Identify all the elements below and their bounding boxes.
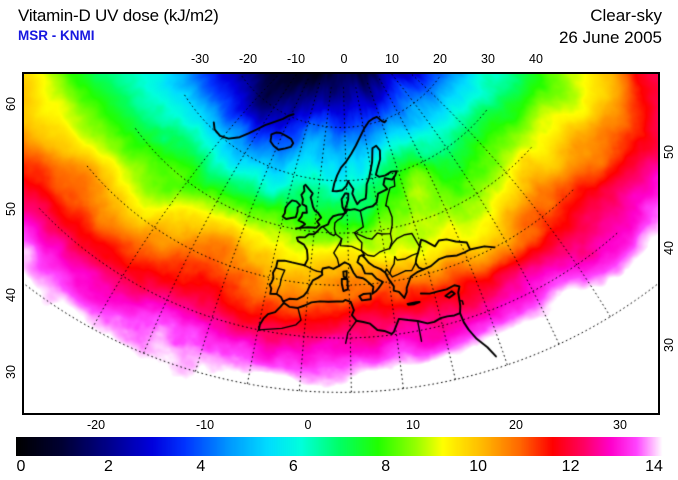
colorbar-tick-label: 0 bbox=[16, 458, 26, 475]
axis-tick-label: -20 bbox=[86, 418, 106, 432]
colorbar-tick-label: 4 bbox=[196, 458, 206, 475]
axis-tick-label: -30 bbox=[190, 52, 210, 66]
axis-tick-label: 10 bbox=[385, 52, 399, 66]
colorbar-gradient bbox=[16, 437, 663, 456]
colorbar-tick-label: 10 bbox=[469, 458, 488, 475]
axis-tick-label: -20 bbox=[238, 52, 258, 66]
axis-tick-label: 50 bbox=[662, 145, 676, 159]
axis-tick-label: 40 bbox=[529, 52, 543, 66]
axis-tick-label: 30 bbox=[662, 338, 676, 352]
colorbar-tick-label: 14 bbox=[645, 458, 663, 475]
date-label: 26 June 2005 bbox=[558, 28, 662, 47]
axis-tick-label: -10 bbox=[195, 418, 215, 432]
page-title: Vitamin-D UV dose (kJ/m2) bbox=[18, 6, 219, 25]
axis-tick-label: 30 bbox=[4, 365, 18, 379]
data-source-label: MSR - KNMI bbox=[18, 28, 95, 43]
axis-tick-label: 0 bbox=[340, 52, 348, 66]
axis-tick-label: -10 bbox=[286, 52, 306, 66]
map-plot-area bbox=[22, 72, 660, 415]
axis-tick-label: 30 bbox=[481, 52, 495, 66]
uv-dose-raster bbox=[24, 74, 658, 413]
axis-tick-label: 40 bbox=[662, 241, 676, 255]
axis-tick-label: 20 bbox=[509, 418, 523, 432]
axis-tick-label: 50 bbox=[4, 202, 18, 216]
axis-tick-label: 10 bbox=[406, 418, 420, 432]
axis-tick-label: 40 bbox=[4, 288, 18, 302]
sky-condition-label: Clear-sky bbox=[590, 6, 662, 25]
axis-tick-label: 0 bbox=[304, 418, 312, 432]
colorbar-tick-label: 12 bbox=[561, 458, 580, 475]
colorbar-tick-label: 6 bbox=[288, 458, 298, 475]
colorbar-tick-label: 2 bbox=[103, 458, 113, 475]
colorbar-tick-label: 8 bbox=[381, 458, 391, 475]
colorbar bbox=[16, 437, 663, 456]
axis-tick-label: 30 bbox=[613, 418, 627, 432]
axis-tick-label: 60 bbox=[4, 97, 18, 111]
axis-tick-label: 20 bbox=[433, 52, 447, 66]
